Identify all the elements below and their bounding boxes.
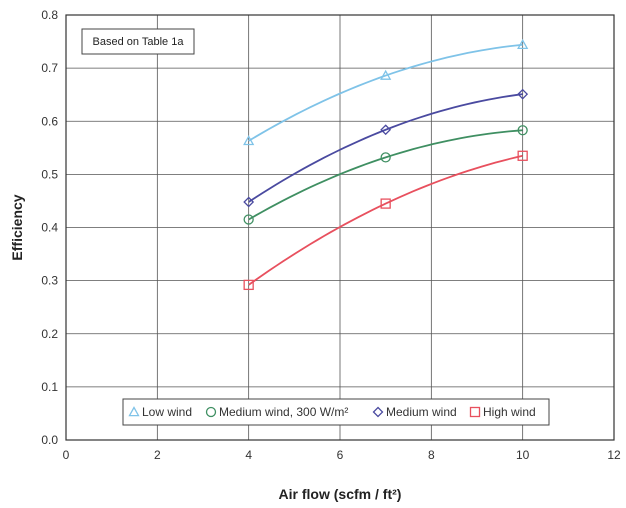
legend-item: Medium wind — [372, 405, 457, 419]
series-low-wind — [243, 38, 529, 146]
x-tick-label: 8 — [428, 448, 435, 462]
plot-frame — [65, 14, 615, 441]
y-tick-label: 0.8 — [41, 8, 58, 22]
x-tick-label: 10 — [516, 448, 530, 462]
x-tick-label: 12 — [607, 448, 621, 462]
y-axis-title: Efficiency — [9, 194, 25, 260]
data-point — [243, 135, 255, 146]
data-point — [517, 88, 529, 100]
data-point — [380, 198, 391, 209]
x-tick-label: 0 — [63, 448, 70, 462]
y-tick-label: 0.4 — [41, 221, 58, 235]
legend-item: Low wind — [128, 405, 192, 419]
x-axis-title: Air flow (scfm / ft²) — [279, 486, 402, 502]
data-point — [243, 214, 254, 225]
x-tick-label: 2 — [154, 448, 161, 462]
legend-marker — [128, 406, 140, 417]
data-point — [517, 125, 528, 136]
series-line — [248, 43, 523, 142]
series-line — [248, 93, 523, 203]
data-point — [380, 152, 391, 163]
data-point — [517, 38, 529, 49]
data-point — [380, 69, 392, 80]
annotation-frame — [81, 28, 195, 55]
legend-label: High wind — [483, 405, 536, 419]
legend-marker — [372, 406, 384, 418]
legend-label: Medium wind, 300 W/m² — [219, 405, 348, 419]
legend-label: Low wind — [142, 405, 192, 419]
legend-marker — [469, 406, 481, 418]
legend-marker — [205, 406, 217, 418]
series-layer — [243, 38, 529, 291]
legend-item: Medium wind, 300 W/m² — [205, 405, 348, 419]
legend: Low wind Medium wind, 300 W/m² Medium wind… — [122, 398, 550, 426]
legend-frame — [122, 398, 550, 426]
y-tick-label: 0.6 — [41, 114, 58, 128]
y-tick-label: 0.5 — [41, 167, 58, 181]
data-point — [243, 196, 255, 208]
series-high-wind — [243, 150, 528, 291]
x-tick-label: 6 — [337, 448, 344, 462]
tick-labels: 0 2 4 6 8 10 12 0.0 0.1 0.2 0.3 0.4 0.5 0.6 0.7 0.8 — [41, 8, 621, 462]
series-medium-wind-300-w-m — [243, 125, 528, 225]
series-line — [248, 154, 523, 286]
annotation-box: Based on Table 1a — [81, 28, 195, 55]
y-tick-label: 0.1 — [41, 380, 58, 394]
y-tick-label: 0.3 — [41, 274, 58, 288]
series-medium-wind — [243, 88, 529, 208]
y-tick-label: 0.7 — [41, 61, 58, 75]
data-point — [380, 124, 392, 136]
data-point — [243, 279, 254, 291]
series-line — [248, 129, 523, 221]
y-tick-label: 0.2 — [41, 327, 58, 341]
data-point — [517, 150, 528, 161]
y-tick-label: 0.0 — [41, 433, 58, 447]
x-tick-label: 4 — [245, 448, 252, 462]
annotation-text: Based on Table 1a — [93, 36, 185, 48]
legend-item: High wind — [469, 405, 536, 419]
legend-label: Medium wind — [386, 405, 457, 419]
